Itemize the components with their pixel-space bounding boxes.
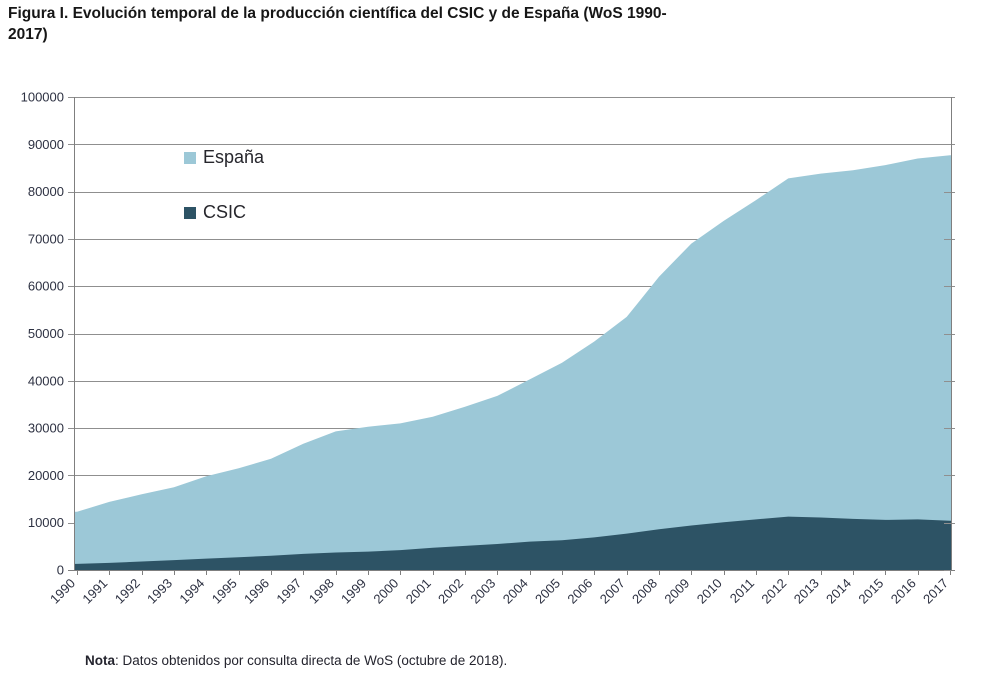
y-tick-label: 60000: [28, 279, 64, 294]
x-tick-label: 1994: [176, 576, 207, 607]
x-tick-label: 2000: [370, 576, 401, 607]
x-tick-label: 1993: [144, 576, 175, 607]
series-areas: [74, 155, 951, 570]
x-tick-label: 2009: [661, 576, 692, 607]
x-tick-label: 1992: [112, 576, 143, 607]
x-tick-label: 2012: [758, 576, 789, 607]
figure-title: Figura I. Evolución temporal de la produ…: [8, 5, 667, 43]
csic-legend-label: CSIC: [203, 202, 247, 222]
x-tick-label: 1990: [47, 576, 78, 607]
espana-legend-label: España: [203, 147, 265, 167]
x-tick-label: 2007: [597, 576, 628, 607]
area-espana: [74, 155, 951, 570]
axes: [68, 97, 955, 575]
y-tick-label: 90000: [28, 137, 64, 152]
y-tick-label: 70000: [28, 231, 64, 246]
x-tick-label: 1991: [79, 576, 110, 607]
x-tick-label: 2005: [532, 576, 563, 607]
figure-note: Nota: Datos obtenidos por consulta direc…: [85, 653, 507, 668]
y-tick-label: 20000: [28, 468, 64, 483]
y-axis-labels: 0 10000 20000 30000 40000 50000 60000 70000 8000…: [21, 90, 64, 578]
x-tick-label: 2010: [694, 576, 725, 607]
x-tick-label: 1995: [209, 576, 240, 607]
y-tick-label: 0: [57, 563, 64, 578]
x-tick-label: 1998: [306, 576, 337, 607]
y-tick-label: 50000: [28, 326, 64, 341]
csic-legend-swatch-icon: [184, 207, 196, 219]
x-tick-label: 1996: [241, 576, 272, 607]
x-tick-label: 2017: [920, 576, 951, 607]
y-tick-label: 40000: [28, 373, 64, 388]
x-tick-label: 2003: [467, 576, 498, 607]
legend-item-espana: España: [184, 147, 264, 168]
espana-legend-swatch-icon: [184, 152, 196, 164]
x-tick-label: 2008: [629, 576, 660, 607]
x-tick-label: 1997: [273, 576, 304, 607]
x-axis-labels: 1990 1991 1992 1993 1994 1995 1996 1997 1998 1999…: [47, 576, 951, 607]
x-tick-label: 2011: [727, 576, 757, 606]
y-tick-label: 100000: [21, 90, 64, 105]
y-tick-label: 80000: [28, 184, 64, 199]
y-tick-label: 10000: [28, 515, 64, 530]
x-tick-label: 2014: [823, 576, 854, 607]
area-csic: [74, 516, 951, 570]
x-tick-label: 2015: [855, 576, 886, 607]
x-tick-label: 2002: [435, 576, 466, 607]
legend-item-csic: CSIC: [184, 202, 246, 223]
x-tick-label: 2004: [500, 576, 531, 607]
x-tick-label: 2006: [564, 576, 595, 607]
note-label: Nota: [85, 653, 115, 668]
x-tick-label: 2016: [888, 576, 919, 607]
x-tick-label: 1999: [338, 576, 369, 607]
x-tick-label: 2001: [403, 576, 434, 607]
x-tick-label: 2013: [791, 576, 822, 607]
note-text: : Datos obtenidos por consulta directa d…: [115, 653, 508, 668]
y-tick-label: 30000: [28, 421, 64, 436]
